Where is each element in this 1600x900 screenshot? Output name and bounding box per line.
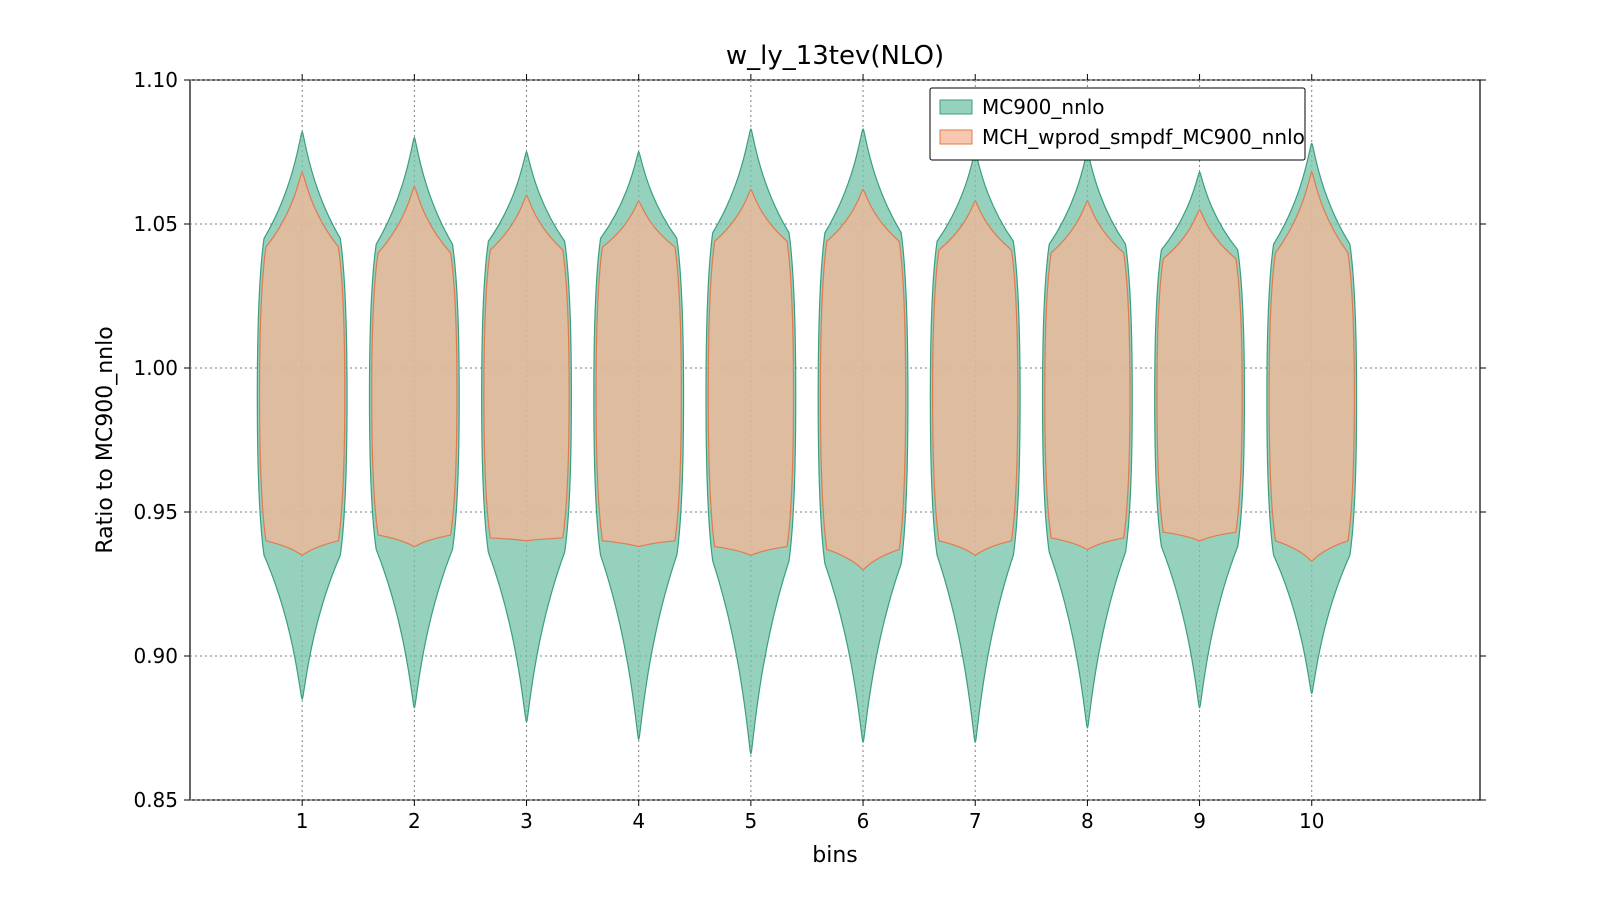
chart-title: w_ly_13tev(NLO) [726, 41, 944, 71]
legend: MC900_nnlo MCH_wprod_smpdf_MC900_nnlo [930, 88, 1305, 160]
xtick-label: 6 [857, 809, 870, 833]
legend-swatch [940, 100, 972, 114]
xtick-label: 5 [745, 809, 758, 833]
violin-series2 [1045, 201, 1130, 549]
ytick-label: 0.85 [133, 788, 178, 812]
violin-series2 [933, 201, 1018, 555]
y-axis-label: Ratio to MC900_nnlo [93, 326, 118, 553]
xtick-label: 1 [296, 809, 309, 833]
violin-chart: 0.85 0.90 0.95 1.00 1.05 1.10 1 2 3 4 5 6 7 8 9 10 w_ly_… [0, 0, 1600, 900]
ytick-label: 1.10 [133, 68, 178, 92]
violin-series2 [596, 201, 681, 547]
violin-series2 [484, 195, 569, 541]
xtick-label: 10 [1299, 809, 1324, 833]
xtick-label: 4 [632, 809, 645, 833]
legend-label: MCH_wprod_smpdf_MC900_nnlo [982, 125, 1305, 149]
x-axis-label: bins [812, 843, 857, 868]
ytick-label: 0.95 [133, 500, 178, 524]
legend-label: MC900_nnlo [982, 95, 1105, 119]
xtick-label: 7 [969, 809, 982, 833]
ytick-label: 0.90 [133, 644, 178, 668]
violin-series2 [1157, 210, 1242, 541]
violin-series2 [820, 189, 905, 569]
legend-swatch [940, 130, 972, 144]
xtick-label: 9 [1193, 809, 1206, 833]
xtick-label: 2 [408, 809, 421, 833]
xtick-label: 3 [520, 809, 533, 833]
ytick-label: 1.05 [133, 212, 178, 236]
ytick-label: 1.00 [133, 356, 178, 380]
violin-series2 [708, 189, 793, 555]
xtick-label: 8 [1081, 809, 1094, 833]
violins-group [257, 129, 1356, 754]
